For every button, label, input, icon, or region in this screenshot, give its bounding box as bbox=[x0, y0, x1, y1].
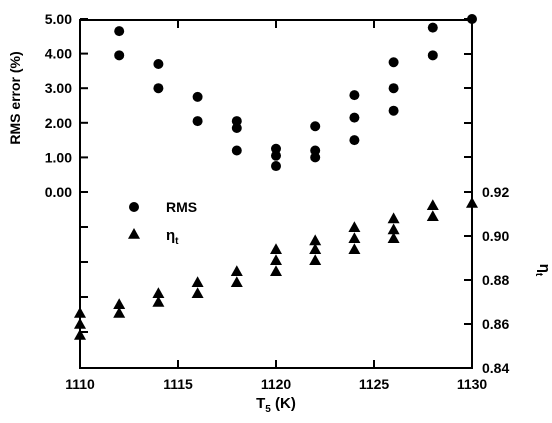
eta-point bbox=[348, 221, 361, 232]
rms-point bbox=[231, 145, 242, 156]
eta-point bbox=[426, 199, 439, 210]
y-left-tick-label: 4.00 bbox=[45, 46, 72, 62]
x-tick-label: 1120 bbox=[261, 376, 292, 392]
rms-point bbox=[349, 135, 360, 146]
eta-point bbox=[387, 212, 400, 224]
rms-point bbox=[310, 145, 321, 156]
rms-point bbox=[114, 26, 125, 37]
data-marks bbox=[74, 14, 478, 340]
legend-eta-symbol: η bbox=[166, 227, 175, 244]
eta-point bbox=[270, 254, 282, 265]
y-right-tick-label: 0.84 bbox=[482, 360, 509, 376]
rms-point bbox=[388, 105, 399, 116]
eta-point bbox=[113, 307, 126, 318]
rms-point bbox=[231, 116, 242, 127]
eta-point bbox=[426, 210, 439, 221]
y-right-tick-label: 0.88 bbox=[482, 272, 509, 288]
eta-point bbox=[309, 234, 322, 246]
eta-point bbox=[191, 287, 204, 298]
rms-point bbox=[192, 91, 203, 102]
y-left-tick-label: 3.00 bbox=[45, 80, 72, 96]
rms-point bbox=[153, 58, 164, 69]
rms-point bbox=[388, 57, 399, 68]
y-left-tick-label: 0.00 bbox=[45, 184, 72, 200]
eta-point bbox=[387, 223, 400, 235]
y-right-tick-label: 0.92 bbox=[482, 184, 509, 200]
rms-point bbox=[153, 83, 164, 94]
eta-point bbox=[270, 243, 282, 254]
y-right-tick-label: 0.90 bbox=[482, 228, 509, 244]
rms-point bbox=[192, 116, 203, 127]
y-left-tick-label: 5.00 bbox=[45, 11, 72, 27]
rms-point bbox=[467, 14, 477, 24]
x-tick-label: 1130 bbox=[457, 376, 488, 392]
x-tick-label: 1110 bbox=[65, 376, 95, 392]
rms-point bbox=[271, 143, 281, 154]
x-axis-title-symbol: T bbox=[256, 395, 265, 412]
legend-eta-subscript: t bbox=[175, 236, 179, 247]
y-left-tick-label: 2.00 bbox=[45, 115, 72, 131]
rms-point bbox=[349, 90, 360, 101]
rms-point bbox=[271, 161, 281, 172]
rms-point bbox=[310, 152, 321, 163]
legend-rms-label: RMS bbox=[166, 199, 197, 215]
eta-point bbox=[74, 307, 86, 318]
y-right-axis-title-subscript: t bbox=[533, 273, 544, 277]
eta-point bbox=[270, 265, 282, 276]
y-right-axis-title: ηt bbox=[533, 264, 552, 277]
eta-point bbox=[74, 318, 86, 329]
eta-point bbox=[309, 254, 322, 265]
legend-rms-marker bbox=[129, 202, 139, 212]
legend: RMS ηt bbox=[128, 199, 197, 247]
x-axis-title-subscript: 5 bbox=[265, 404, 271, 415]
rms-point bbox=[271, 150, 281, 161]
rms-point bbox=[114, 50, 125, 61]
axes: 1110 1115 1120 1125 1130 0.00 1.00 2.00 3.00 4.00… bbox=[7, 11, 552, 415]
eta-point bbox=[348, 232, 361, 243]
eta-point bbox=[466, 197, 478, 208]
eta-point bbox=[152, 296, 165, 307]
y-right-tick-label: 0.86 bbox=[482, 316, 509, 332]
eta-point bbox=[191, 276, 204, 287]
x-axis-title-unit: (K) bbox=[271, 395, 296, 412]
rms-point bbox=[231, 122, 242, 133]
eta-point bbox=[230, 265, 243, 276]
x-axis-title: T5 (K) bbox=[256, 395, 296, 415]
x-tick-label: 1115 bbox=[163, 376, 193, 392]
y-right-axis-title-symbol: η bbox=[536, 264, 552, 273]
eta-point bbox=[230, 276, 243, 287]
rms-point bbox=[349, 112, 360, 123]
y-left-axis-title: RMS error (%) bbox=[7, 51, 23, 144]
eta-point bbox=[348, 243, 361, 254]
rms-point bbox=[310, 121, 321, 132]
eta-point bbox=[152, 287, 165, 298]
rms-point bbox=[427, 50, 438, 61]
eta-point bbox=[113, 298, 126, 309]
rms-point bbox=[388, 83, 399, 94]
x-tick-label: 1125 bbox=[359, 376, 390, 392]
eta-point bbox=[309, 243, 322, 254]
legend-eta-label: ηt bbox=[166, 227, 179, 247]
eta-point bbox=[74, 329, 86, 340]
legend-eta-marker bbox=[128, 228, 140, 239]
rms-point bbox=[427, 22, 438, 33]
y-left-tick-label: 1.00 bbox=[45, 149, 72, 165]
eta-point bbox=[387, 232, 400, 243]
